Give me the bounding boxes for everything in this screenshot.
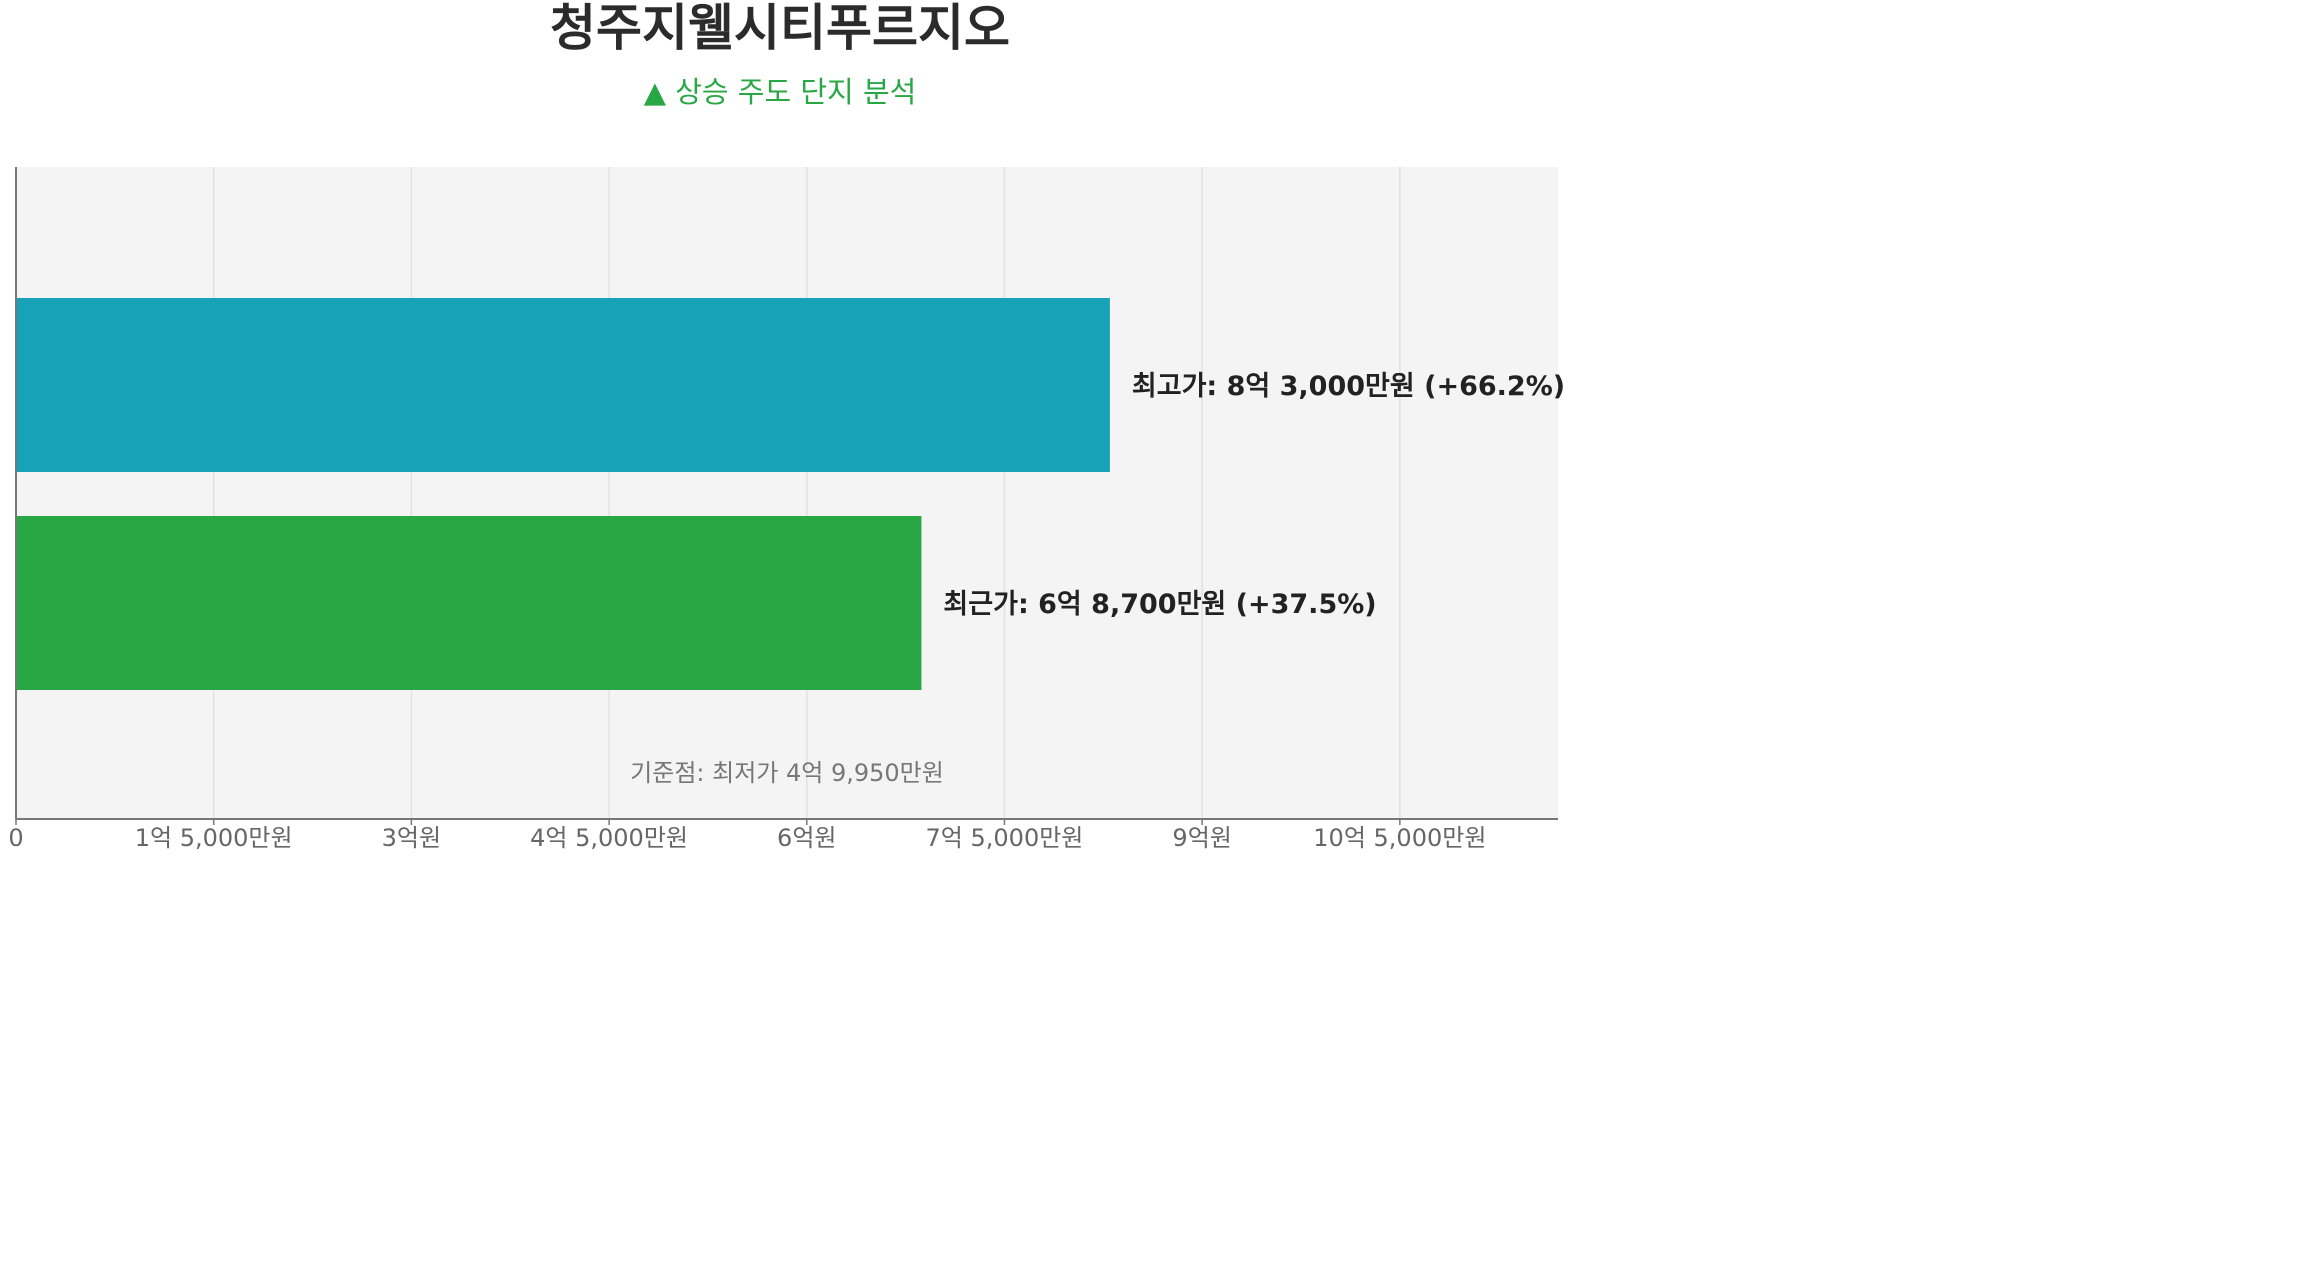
bar-highest — [16, 298, 1110, 472]
x-tick-label: 0 — [8, 824, 23, 852]
x-tick-label: 1억 5,000만원 — [135, 824, 293, 852]
bar-recent — [16, 516, 922, 690]
x-tick-label: 10억 5,000만원 — [1313, 824, 1486, 852]
chart-subtitle: ▲ 상승 주도 단지 분석 — [643, 75, 917, 109]
chart-title: 청주지웰시티푸르지오 — [550, 0, 1010, 57]
bar-value-label: 최근가: 6억 8,700만원 (+37.5%) — [943, 589, 1376, 620]
plot-background — [16, 167, 1558, 819]
bar-value-label: 최고가: 8억 3,000만원 (+66.2%) — [1132, 371, 1565, 402]
baseline-annotation: 기준점: 최저가 4억 9,950만원 — [630, 759, 944, 787]
x-tick-label: 7억 5,000만원 — [926, 824, 1084, 852]
x-tick-label: 6억원 — [777, 824, 836, 852]
x-tick-label: 9억원 — [1172, 824, 1231, 852]
x-tick-label: 3억원 — [382, 824, 441, 852]
x-tick-label: 4억 5,000만원 — [530, 824, 688, 852]
